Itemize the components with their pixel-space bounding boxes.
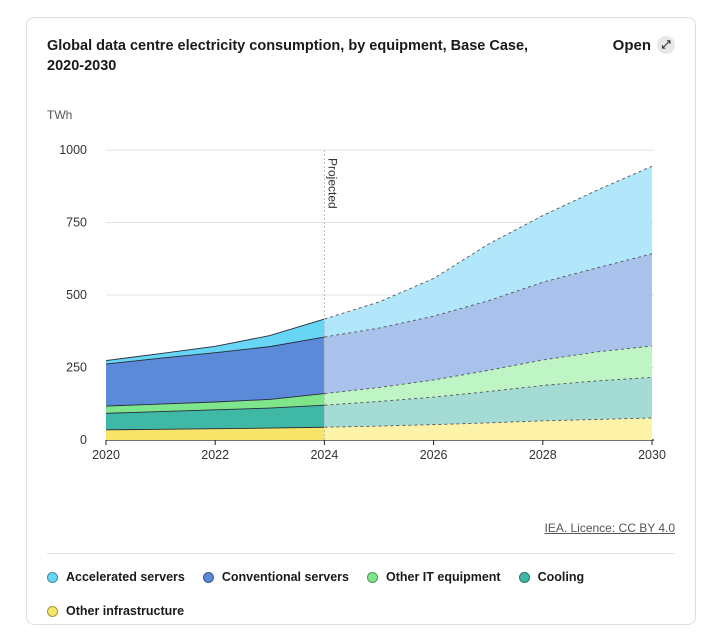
legend-swatch bbox=[47, 571, 58, 583]
area-cooling-projected bbox=[324, 377, 652, 428]
area-accelerated-servers-historical bbox=[106, 319, 325, 365]
x-tick-label: 2030 bbox=[638, 448, 666, 462]
legend-swatch bbox=[518, 571, 530, 583]
expand-icon: ⤢ bbox=[657, 36, 675, 54]
x-tick-label: 2028 bbox=[529, 448, 557, 462]
legend-label: Other infrastructure bbox=[66, 604, 185, 618]
legend-label: Conventional servers bbox=[221, 570, 349, 584]
y-tick-label: 0 bbox=[80, 433, 87, 447]
chart-title: Global data centre electricity consumpti… bbox=[47, 38, 529, 74]
divider bbox=[47, 553, 675, 554]
line-conventional-servers-projected bbox=[324, 253, 653, 338]
line-other-infrastructure-projected bbox=[324, 417, 653, 428]
legend-item-other-infrastructure[interactable]: Other infrastructure bbox=[47, 604, 184, 618]
line-cooling-projected bbox=[324, 376, 653, 406]
area-conventional-servers-projected bbox=[324, 253, 652, 394]
legend: Accelerated servers Conventional servers O… bbox=[47, 570, 667, 618]
open-label: Open bbox=[612, 36, 651, 54]
x-tick-label: 2024 bbox=[310, 448, 338, 462]
area-accelerated-servers-projected bbox=[324, 166, 652, 338]
line-cooling-historical bbox=[105, 404, 325, 414]
line-other-infrastructure-historical bbox=[105, 426, 325, 431]
legend-item-cooling[interactable]: Cooling bbox=[518, 570, 585, 584]
area-other-infrastructure-projected bbox=[324, 417, 652, 440]
legend-swatch bbox=[47, 605, 58, 617]
open-button[interactable]: Open ⤢ bbox=[613, 36, 675, 54]
line-conventional-servers-historical bbox=[105, 336, 325, 365]
area-other-infrastructure-historical bbox=[106, 427, 325, 440]
area-conventional-servers-historical bbox=[106, 337, 325, 407]
x-tick-label: 2020 bbox=[92, 448, 120, 462]
y-tick-label: 250 bbox=[66, 361, 87, 375]
legend-label: Accelerated servers bbox=[66, 570, 185, 584]
area-cooling-historical bbox=[106, 405, 325, 430]
licence-link[interactable]: IEA. Licence: CC BY 4.0 bbox=[544, 521, 675, 535]
legend-swatch bbox=[202, 571, 214, 583]
legend-label: Cooling bbox=[537, 570, 585, 584]
legend-item-conventional-servers[interactable]: Conventional servers bbox=[202, 570, 349, 584]
y-tick-label: 500 bbox=[66, 288, 87, 302]
legend-item-accelerated-servers[interactable]: Accelerated servers bbox=[47, 570, 185, 584]
legend-label: Other IT equipment bbox=[385, 570, 501, 584]
legend-item-other-it-equipment[interactable]: Other IT equipment bbox=[366, 570, 501, 584]
line-other-it-equipment-historical bbox=[105, 393, 325, 407]
area-other-it-equipment-projected bbox=[324, 346, 652, 406]
x-tick-label: 2022 bbox=[201, 448, 229, 462]
line-other-it-equipment-projected bbox=[324, 345, 653, 395]
y-tick-label: 750 bbox=[66, 216, 87, 230]
y-axis-unit: TWh bbox=[47, 108, 73, 122]
legend-swatch bbox=[366, 571, 378, 583]
projected-label: Projected bbox=[325, 158, 339, 209]
x-tick-label: 2026 bbox=[420, 448, 448, 462]
line-accelerated-servers-historical bbox=[105, 318, 325, 361]
y-tick-label: 1000 bbox=[59, 143, 87, 157]
line-accelerated-servers-projected bbox=[324, 165, 653, 320]
area-other-it-equipment-historical bbox=[106, 393, 325, 414]
